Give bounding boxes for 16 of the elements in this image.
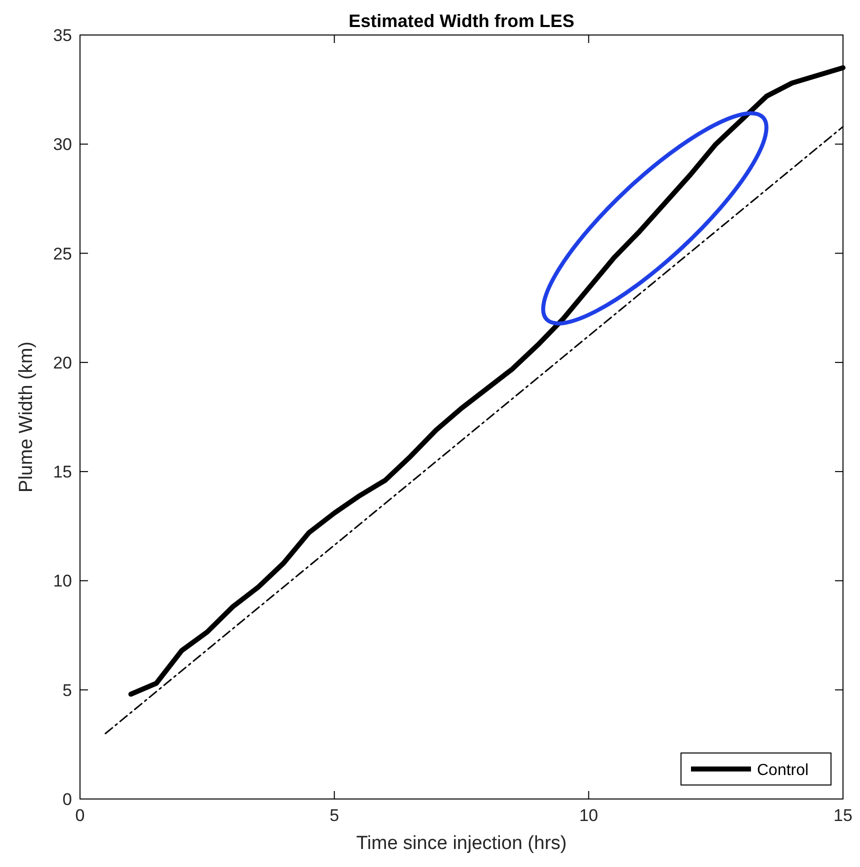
x-axis-title: Time since injection (hrs) <box>356 833 567 854</box>
x-tick-label: 5 <box>330 806 340 825</box>
y-tick-label: 20 <box>53 353 72 372</box>
y-tick-label: 5 <box>62 680 72 700</box>
y-tick-label: 30 <box>53 135 72 154</box>
y-tick-label: 35 <box>53 26 72 45</box>
chart-title: Estimated Width from LES <box>348 11 574 31</box>
x-tick-label: 15 <box>834 806 852 825</box>
y-tick-label: 25 <box>53 244 72 264</box>
x-tick-label: 10 <box>579 806 598 825</box>
legend-label: Control <box>757 762 809 779</box>
y-tick-label: 0 <box>62 790 72 809</box>
y-tick-label: 10 <box>53 572 72 591</box>
y-tick-label: 15 <box>53 462 72 482</box>
x-tick-label: 0 <box>75 806 85 825</box>
y-axis-title: Plume Width (km) <box>16 342 37 492</box>
